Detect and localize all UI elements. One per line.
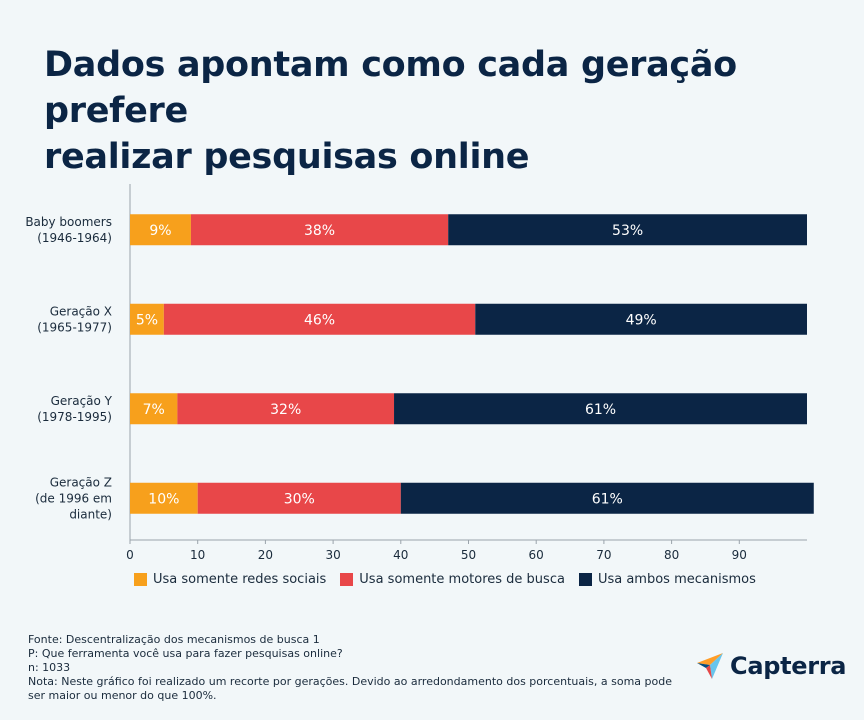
category-label: (1965-1977)	[37, 320, 112, 334]
x-tick-label: 10	[190, 548, 205, 562]
logo-text: Capterra	[730, 652, 847, 680]
legend-swatch-social	[134, 573, 147, 586]
category-label: (de 1996 em	[35, 491, 112, 505]
category-label: Geração Y	[51, 394, 113, 408]
data-label: 30%	[284, 491, 315, 507]
data-label: 61%	[592, 491, 623, 507]
legend-label-search: Usa somente motores de busca	[359, 572, 565, 587]
bar-segment	[130, 482, 198, 514]
chart-title-line-2: realizar pesquisas online	[44, 137, 530, 177]
bar-segment	[197, 482, 401, 514]
data-label: 49%	[626, 312, 657, 328]
data-label: 9%	[149, 223, 171, 239]
data-label: 38%	[304, 223, 335, 239]
x-tick-label: 80	[664, 548, 679, 562]
bar-segment	[130, 214, 191, 246]
stacked-bar-chart: 0 10 20 30 40 50 60 70 80 90 Baby boomers (1946-196…	[25, 184, 814, 562]
capterra-logo: Capterra	[696, 652, 847, 680]
legend-item-social: Usa somente redes sociais	[134, 572, 326, 587]
category-label: Geração Z	[50, 475, 112, 489]
x-tick-label: 30	[325, 548, 340, 562]
footer-n: n: 1033	[28, 661, 71, 674]
footer-notes: Fonte: Descentralização dos mecanismos d…	[28, 633, 688, 703]
chart-title-line-1: Dados apontam como cada geração prefere	[44, 45, 737, 131]
chart-title: Dados apontam como cada geração prefere …	[44, 42, 844, 180]
capterra-arrow-icon	[697, 653, 723, 679]
data-label: 46%	[304, 312, 335, 328]
category-label: (1978-1995)	[37, 410, 112, 424]
footer-note: Nota: Neste gráfico foi realizado um rec…	[28, 675, 673, 702]
bar-segment	[130, 393, 178, 425]
data-label: 53%	[612, 223, 643, 239]
bar-segment	[190, 214, 449, 246]
x-tick-label: 60	[529, 548, 544, 562]
legend-swatch-search	[340, 573, 354, 586]
bar-segment	[394, 393, 807, 425]
x-tick-label: 50	[461, 548, 476, 562]
category-label: Baby boomers	[25, 215, 112, 229]
data-label: 5%	[136, 312, 158, 328]
legend-item-search: Usa somente motores de busca	[340, 572, 565, 587]
data-label: 10%	[148, 491, 179, 507]
legend-label-both: Usa ambos mecanismos	[597, 572, 756, 587]
legend: Usa somente redes sociais Usa somente mo…	[134, 572, 760, 587]
category-label: diante)	[69, 507, 112, 521]
footer-source: Fonte: Descentralização dos mecanismos d…	[28, 633, 320, 646]
x-tick-label: 0	[126, 548, 134, 562]
bar-segment	[130, 303, 164, 335]
category-label: (1946-1964)	[37, 231, 112, 245]
x-tick-label: 70	[596, 548, 611, 562]
data-label: 32%	[270, 402, 301, 418]
legend-swatch-both	[578, 573, 592, 586]
legend-item-both: Usa ambos mecanismos	[578, 572, 756, 587]
bar-segment	[400, 482, 814, 514]
footer-question: P: Que ferramenta você usa para fazer pe…	[28, 647, 343, 660]
x-tick-label: 90	[732, 548, 747, 562]
data-label: 61%	[585, 402, 616, 418]
bar-segment	[163, 303, 476, 335]
x-tick-label: 40	[393, 548, 408, 562]
bar-segment	[448, 214, 807, 246]
data-label: 7%	[143, 402, 165, 418]
x-tick-label: 20	[258, 548, 273, 562]
category-label: Geração X	[50, 304, 112, 318]
bar-segment	[177, 393, 395, 425]
legend-label-social: Usa somente redes sociais	[153, 572, 327, 587]
bar-segment	[475, 303, 807, 335]
